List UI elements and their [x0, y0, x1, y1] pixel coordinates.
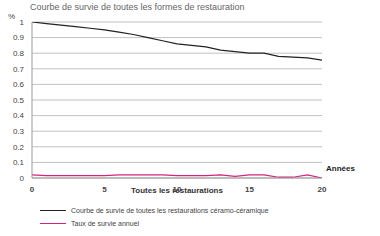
- svg-text:0.7: 0.7: [13, 65, 25, 74]
- svg-text:0.5: 0.5: [13, 96, 25, 105]
- html-text:Taux de survie annuel: Taux de survie annuel: [71, 220, 140, 227]
- svg-text:0.2: 0.2: [13, 143, 25, 152]
- html-text:Courbe de survie de toutes les: Courbe de survie de toutes les formes de…: [30, 2, 245, 12]
- svg-text:0.9: 0.9: [13, 33, 25, 42]
- html-text:Années: Années: [326, 164, 355, 173]
- svg-text:0: 0: [20, 174, 25, 183]
- html-text:Toutes les restaurations: Toutes les restaurations: [131, 186, 223, 195]
- svg-text:0.8: 0.8: [13, 49, 25, 58]
- svg-text:5: 5: [102, 185, 107, 194]
- svg-text:0: 0: [30, 185, 35, 194]
- svg-text:20: 20: [318, 185, 327, 194]
- svg-text:0.3: 0.3: [13, 127, 25, 136]
- svg-text:0.6: 0.6: [13, 80, 25, 89]
- html-text:Courbe de survie de toutes les: Courbe de survie de toutes les restaurat…: [71, 207, 269, 214]
- svg-text:15: 15: [245, 185, 254, 194]
- svg-text:1: 1: [20, 18, 25, 27]
- svg-text:0.1: 0.1: [13, 158, 25, 167]
- svg-text:0.4: 0.4: [13, 111, 25, 120]
